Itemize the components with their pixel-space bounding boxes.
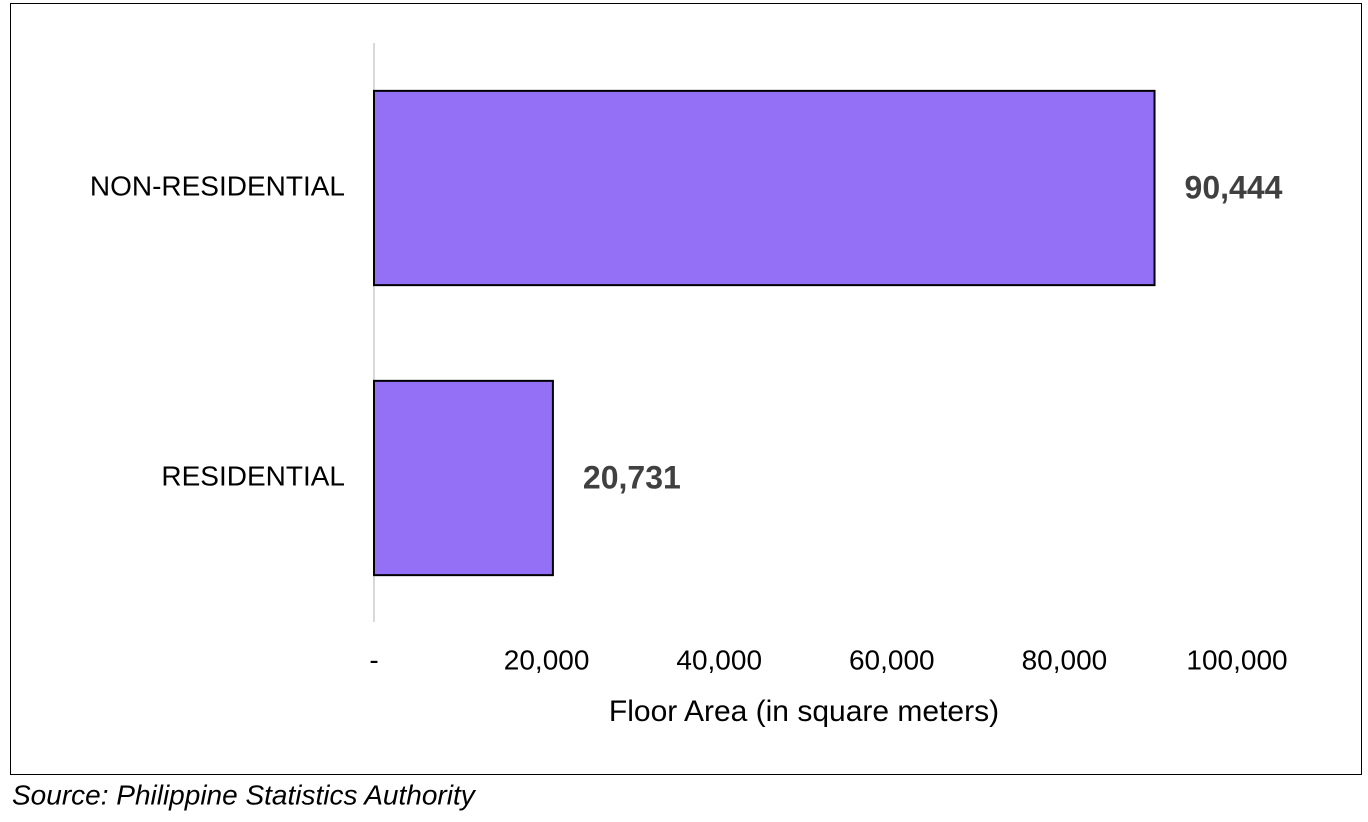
x-tick-label: 80,000 [1022,644,1108,675]
x-tick-label: 40,000 [676,644,762,675]
x-tick-label: - [369,644,378,675]
y-tick-label: RESIDENTIAL [161,460,345,491]
y-tick-label: NON-RESIDENTIAL [90,170,345,201]
x-tick-label: 100,000 [1186,644,1287,675]
value-label: 90,444 [1185,169,1283,205]
x-tick-label: 20,000 [504,644,590,675]
x-tick-label: 60,000 [849,644,935,675]
x-axis-title: Floor Area (in square meters) [609,695,999,728]
value-label: 20,731 [583,459,681,495]
bar [373,379,554,577]
source-note: Source: Philippine Statistics Authority [12,779,477,810]
bar [373,89,1156,287]
